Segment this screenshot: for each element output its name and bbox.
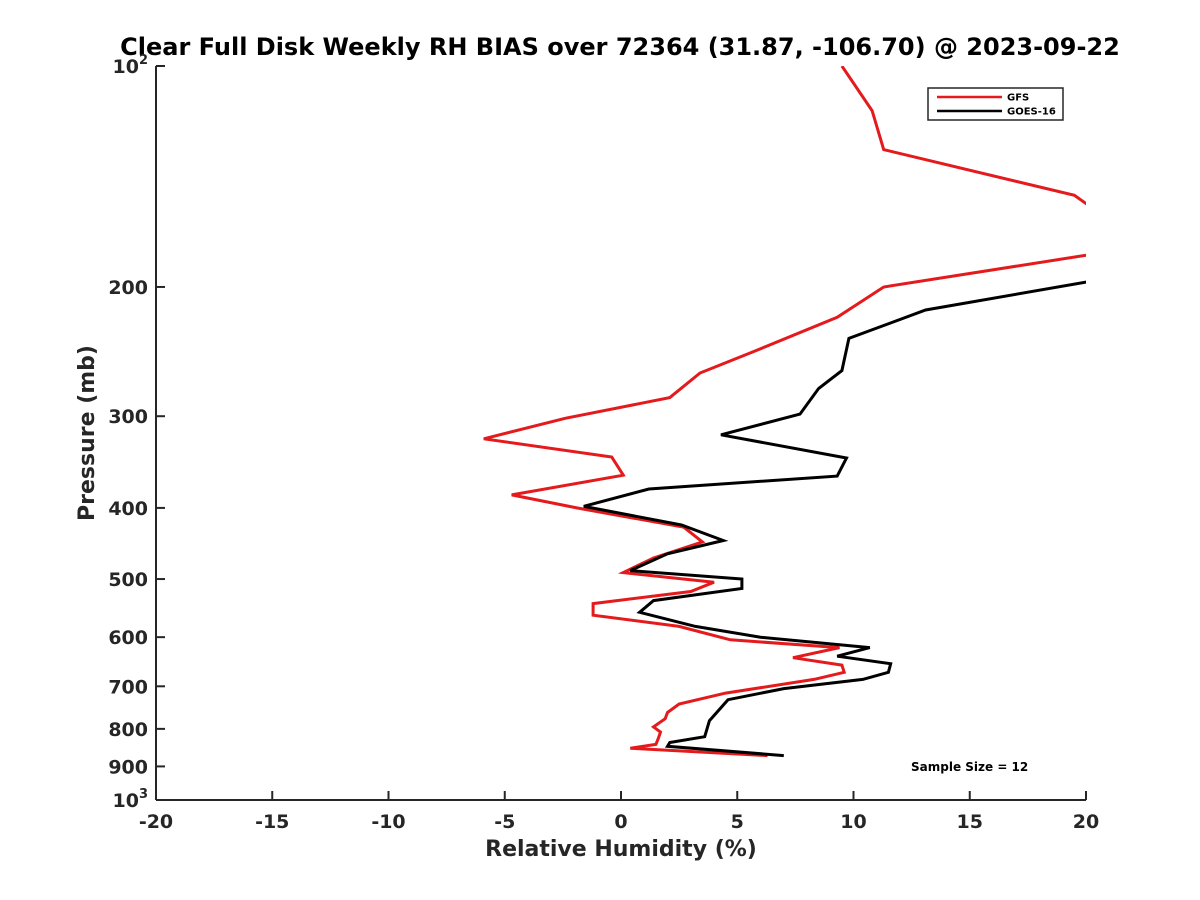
- x-ticks: -20 -15 -10 -5 0 5 10 15 20: [139, 791, 1099, 833]
- y-tick-label: 700: [108, 676, 148, 698]
- y-tick-label: 102: [113, 53, 149, 78]
- y-tick-label: 900: [108, 756, 148, 778]
- y-tick-base: 10: [113, 790, 139, 812]
- legend-box: [927, 87, 1064, 121]
- x-tick-label: 0: [614, 811, 627, 833]
- y-tick-label: 500: [108, 569, 148, 591]
- x-tick-label: 20: [1073, 811, 1099, 833]
- y-tick-exponent: 3: [139, 787, 148, 802]
- legend-label-gfs: GFS: [1007, 93, 1029, 104]
- x-tick-label: -20: [139, 811, 173, 833]
- x-tick-label: 10: [840, 811, 866, 833]
- y-tick-label: 400: [108, 498, 148, 520]
- y-tick-label: 300: [108, 406, 148, 428]
- series-line-goes-16: [583, 280, 1086, 758]
- x-tick-label: 15: [957, 811, 983, 833]
- axes: [155, 66, 1086, 801]
- x-tick-label: -5: [494, 811, 515, 833]
- series-line-gfs: [483, 66, 1086, 758]
- x-tick-label: -10: [371, 811, 405, 833]
- legend-label-goes16: GOES-16: [1007, 107, 1056, 118]
- sample-size-annotation: Sample Size = 12: [911, 760, 1028, 774]
- y-tick-label: 103: [113, 787, 149, 812]
- x-axis-label: Relative Humidity (%): [485, 837, 757, 862]
- legend: GFS GOES-16: [927, 87, 1064, 121]
- y-axis-label: Pressure (mb): [75, 345, 100, 521]
- y-tick-exponent: 2: [139, 53, 148, 68]
- x-tick-label: -15: [255, 811, 289, 833]
- chart-title: Clear Full Disk Weekly RH BIAS over 7236…: [120, 33, 1120, 61]
- x-tick-label: 5: [731, 811, 744, 833]
- y-tick-base: 10: [113, 56, 139, 78]
- y-tick-label: 200: [108, 277, 148, 299]
- series-layer: [483, 66, 1086, 758]
- y-tick-label: 600: [108, 627, 148, 649]
- y-tick-label: 800: [108, 719, 148, 741]
